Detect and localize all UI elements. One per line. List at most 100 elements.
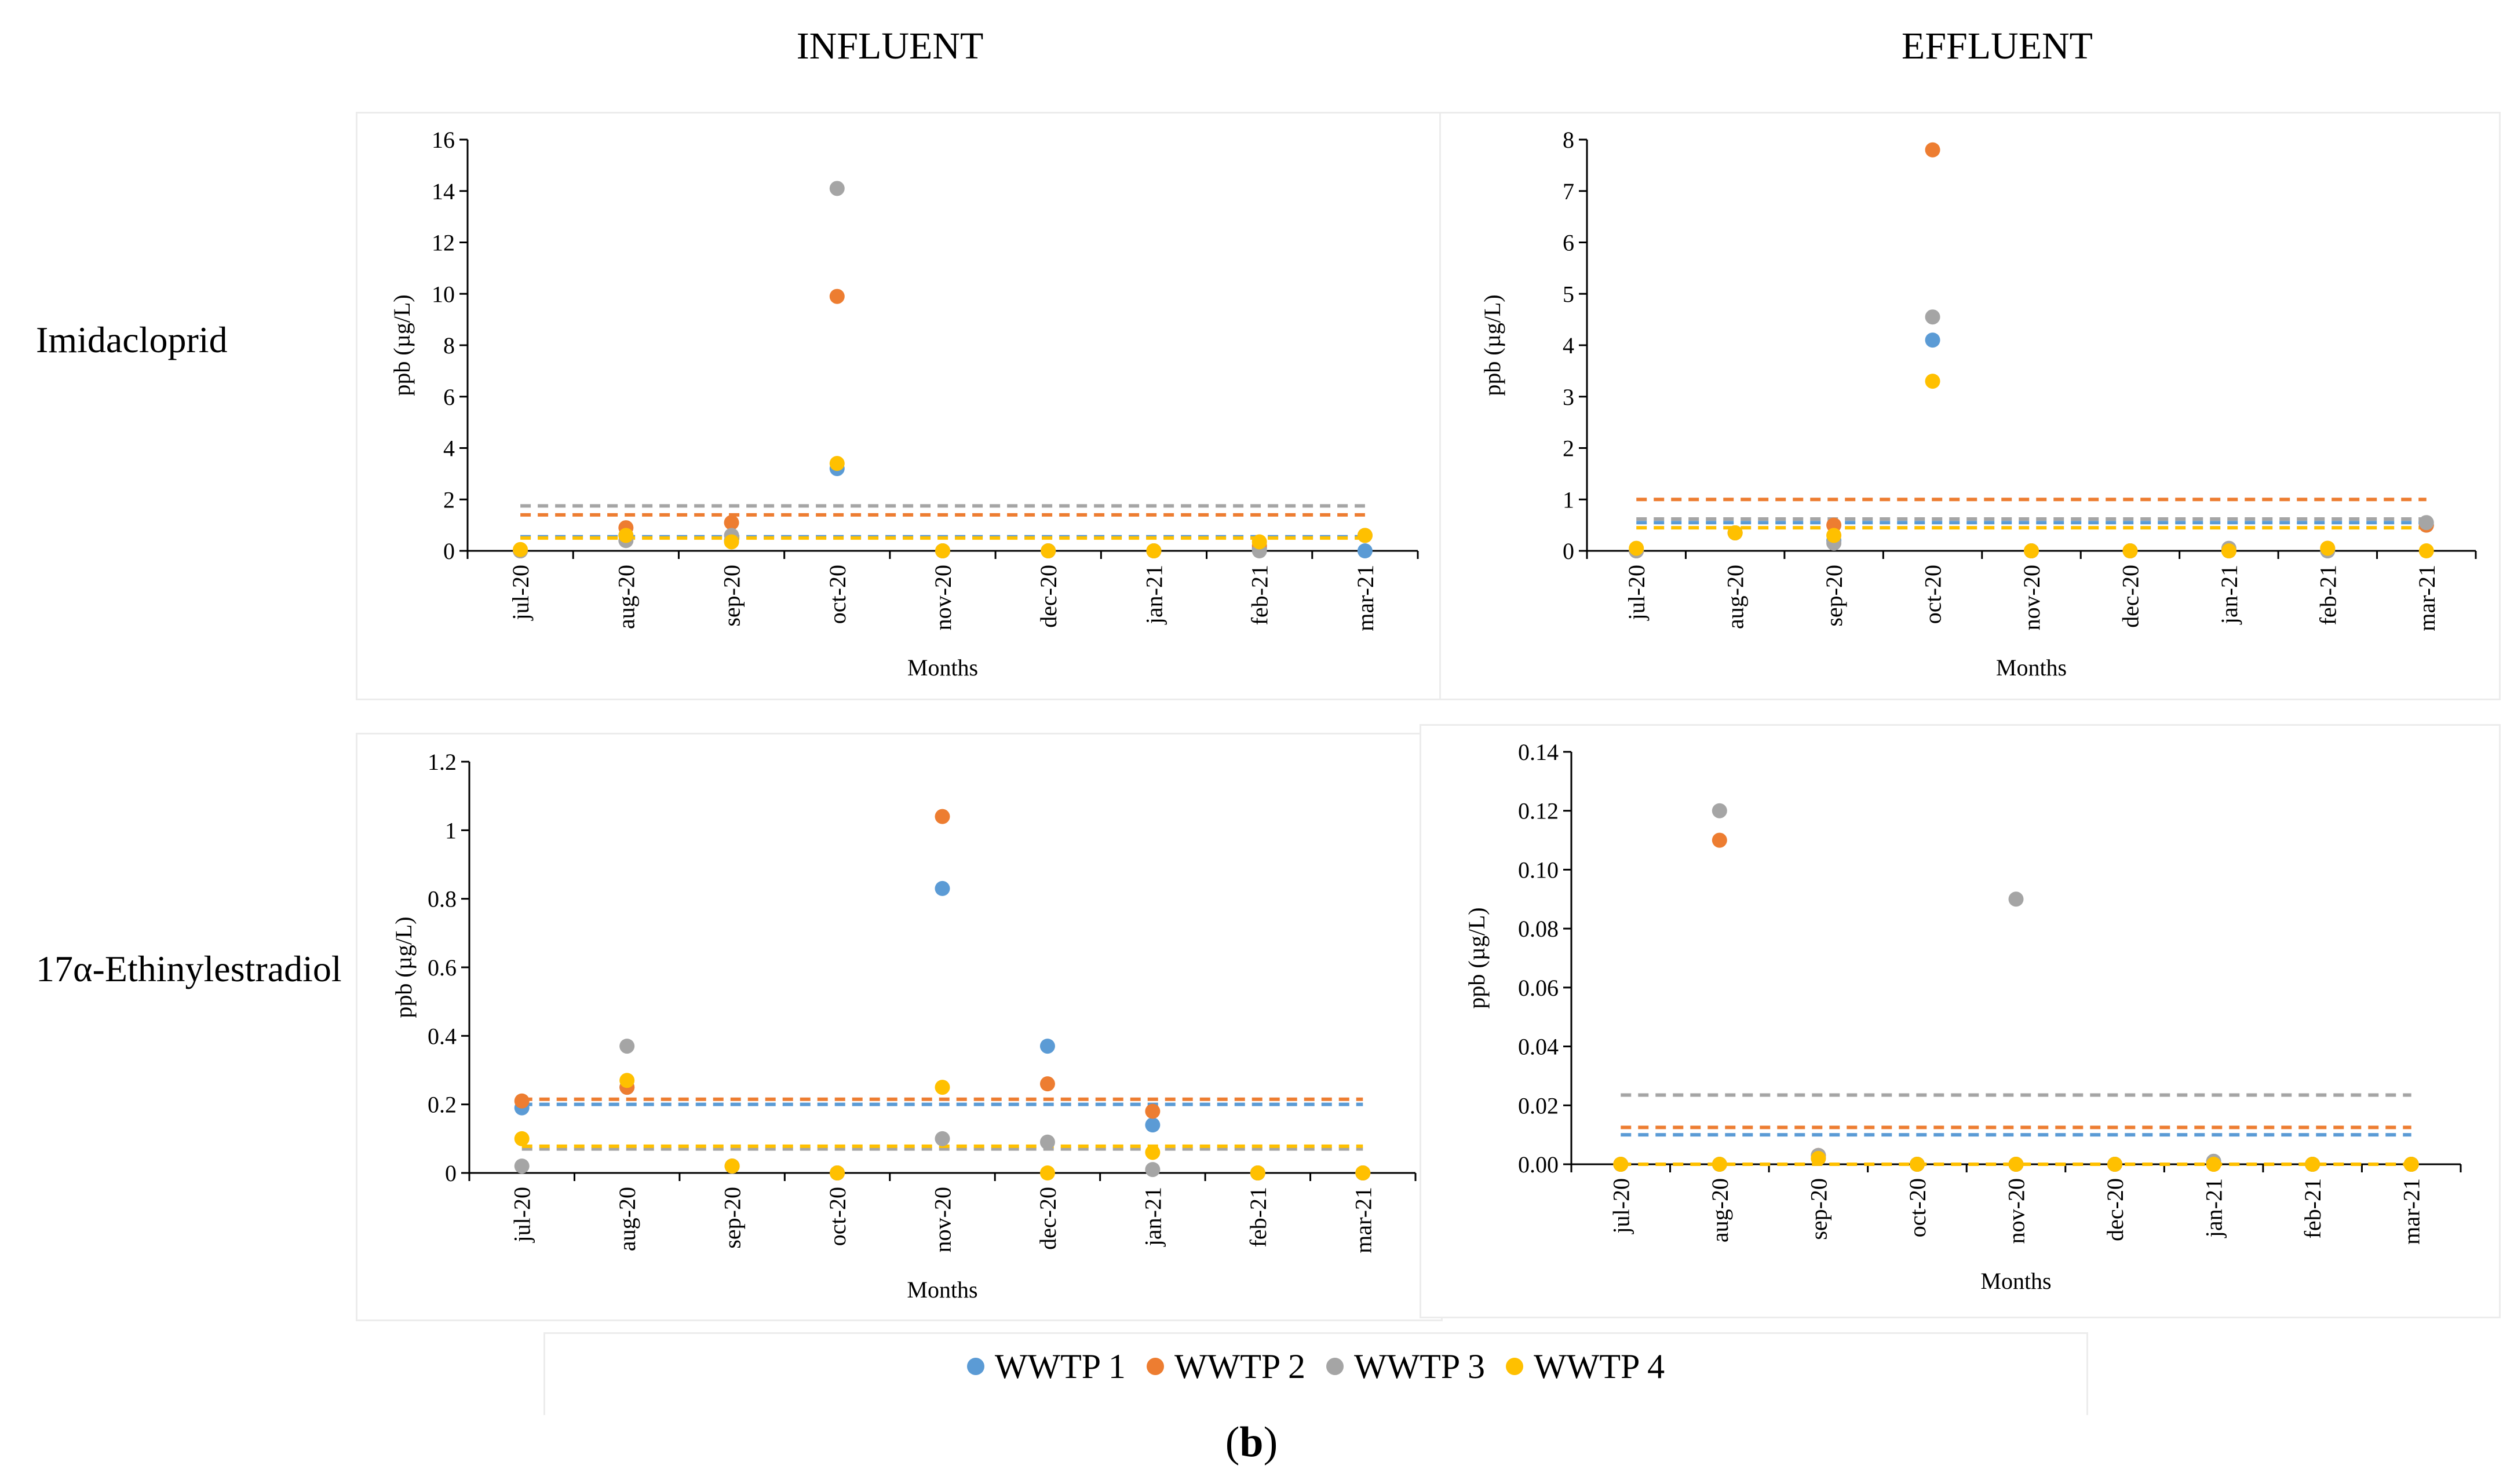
data-point-wwtp-4: [1252, 534, 1267, 550]
chart-panel-imidacloprid-effluent: 0 1 2 3 4 5 6 7 8 jul-20 aug-20 sep-20 oct-20 nov-20 d…: [1439, 112, 2501, 700]
legend-marker: [1326, 1358, 1344, 1376]
y-tick-label: 5: [1563, 281, 1574, 307]
y-tick-label: 0.02: [1518, 1092, 1559, 1119]
data-point-wwtp-4: [2024, 543, 2039, 558]
data-point-wwtp-4: [1039, 1165, 1055, 1180]
y-tick-label: 0: [1563, 538, 1574, 564]
y-tick-label: 16: [432, 127, 455, 153]
legend-marker: [1506, 1358, 1524, 1376]
y-tick-label: 0.04: [1518, 1034, 1559, 1060]
x-tick-label: aug-20: [614, 1187, 640, 1251]
figure-label-open: (: [1225, 1419, 1240, 1466]
x-tick-label: mar-21: [2414, 565, 2440, 631]
legend-item-wwtp-1: WWTP 1: [966, 1347, 1126, 1387]
data-point-wwtp-3: [2418, 515, 2434, 531]
data-point-wwtp-3: [829, 181, 845, 196]
x-tick-label: jul-20: [1608, 1178, 1634, 1235]
legend-label: WWTP 4: [1534, 1347, 1665, 1386]
x-tick-label: dec-20: [1035, 565, 1061, 628]
y-tick-label: 3: [1563, 384, 1574, 410]
data-point-wwtp-4: [1712, 1157, 1727, 1172]
x-tick-label: dec-20: [2102, 1178, 2128, 1241]
data-point-wwtp-3: [2008, 891, 2024, 907]
y-tick-label: 0.00: [1518, 1152, 1559, 1178]
data-point-wwtp-3: [935, 1131, 950, 1146]
data-point-wwtp-4: [2008, 1157, 2024, 1172]
data-point-wwtp-3: [514, 1158, 530, 1174]
data-point-wwtp-2: [829, 288, 845, 304]
data-point-wwtp-2: [1145, 1103, 1161, 1119]
y-tick-label: 2: [1563, 436, 1574, 462]
data-point-wwtp-2: [514, 1093, 530, 1109]
data-point-wwtp-2: [1712, 832, 1727, 848]
x-axis-label: Months: [907, 655, 978, 681]
legend-marker: [1146, 1358, 1164, 1376]
data-point-wwtp-3: [1145, 1162, 1161, 1178]
y-tick-label: 1: [1563, 487, 1574, 513]
data-point-wwtp-2: [1925, 142, 1940, 158]
y-tick-label: 1.2: [428, 749, 457, 775]
legend-item-wwtp-2: WWTP 2: [1146, 1347, 1305, 1387]
data-point-wwtp-4: [1925, 374, 1940, 389]
y-tick-label: 6: [443, 384, 455, 410]
y-tick-label: 0.14: [1518, 739, 1559, 765]
y-axis-label: ppb (µg/L): [389, 294, 415, 396]
y-tick-label: 10: [432, 281, 455, 307]
x-tick-label: sep-20: [1821, 565, 1847, 627]
y-tick-label: 0: [443, 538, 455, 564]
data-point-wwtp-4: [2122, 543, 2138, 558]
y-tick-label: 8: [1563, 127, 1574, 153]
data-point-wwtp-4: [1613, 1157, 1629, 1172]
x-tick-label: sep-20: [719, 565, 745, 627]
y-axis-label: ppb (µg/L): [1464, 907, 1490, 1008]
data-point-wwtp-4: [724, 1158, 740, 1174]
y-tick-label: 0: [445, 1160, 457, 1186]
y-tick-label: 0.2: [428, 1092, 457, 1118]
imidacloprid-label: Imidacloprid: [36, 319, 228, 360]
data-point-wwtp-2: [935, 809, 950, 824]
chart-panel-ethinylestradiol-influent: 0 0.2 0.4 0.6 0.8 1 1.2 jul-20 aug-20 sep-20 oct-2…: [356, 733, 1443, 1321]
x-tick-label: jul-20: [1623, 565, 1650, 622]
y-axis-label: ppb (µg/L): [391, 916, 417, 1018]
legend-items: WWTP 1 WWTP 2 WWTP 3 WWTP 4: [545, 1347, 2086, 1387]
y-tick-label: 0.08: [1518, 916, 1559, 942]
chart-ethinylestradiol-influent: 0 0.2 0.4 0.6 0.8 1 1.2 jul-20 aug-20 sep-20 oct-2…: [391, 749, 1417, 1303]
data-point-wwtp-4: [1909, 1157, 1925, 1172]
chart-panel-ethinylestradiol-effluent: 0.00 0.02 0.04 0.06 0.08 0.10 0.12 0.14 jul-20 au…: [1420, 724, 2501, 1318]
data-point-wwtp-4: [2221, 543, 2236, 558]
data-point-wwtp-4: [935, 543, 950, 558]
x-tick-label: nov-20: [2019, 565, 2045, 630]
x-tick-label: oct-20: [824, 565, 851, 624]
legend-item-wwtp-3: WWTP 3: [1326, 1347, 1485, 1387]
y-tick-label: 0.10: [1518, 857, 1559, 883]
x-tick-label: sep-20: [1805, 1178, 1831, 1240]
data-point-wwtp-4: [1250, 1165, 1265, 1180]
figure-label-close: ): [1263, 1419, 1278, 1466]
x-tick-label: jan-21: [1140, 1187, 1166, 1247]
data-point-wwtp-4: [1811, 1150, 1826, 1166]
data-point-wwtp-4: [829, 456, 845, 471]
x-axis-label: Months: [1996, 655, 2067, 681]
y-tick-label: 4: [443, 436, 455, 462]
data-point-wwtp-4: [1355, 1165, 1371, 1180]
data-point-wwtp-2: [724, 515, 739, 531]
data-point-wwtp-1: [935, 880, 950, 896]
data-point-wwtp-4: [2305, 1157, 2320, 1172]
legend-label: WWTP 2: [1174, 1347, 1305, 1386]
x-tick-label: feb-21: [2315, 565, 2341, 625]
legend-label: WWTP 3: [1354, 1347, 1486, 1386]
x-tick-label: jul-20: [508, 565, 534, 622]
data-point-wwtp-3: [1712, 803, 1727, 818]
chart-ethinylestradiol-effluent: 0.00 0.02 0.04 0.06 0.08 0.10 0.12 0.14 jul-20 au…: [1464, 739, 2462, 1294]
data-point-wwtp-2: [1039, 1076, 1055, 1092]
x-tick-label: feb-21: [1245, 1187, 1271, 1247]
data-point-wwtp-4: [2320, 540, 2336, 556]
data-point-wwtp-4: [1146, 543, 1162, 558]
influent-title: INFLUENT: [796, 25, 984, 67]
y-tick-label: 6: [1563, 230, 1574, 256]
x-tick-label: oct-20: [1920, 565, 1946, 624]
y-tick-label: 12: [432, 230, 455, 256]
x-tick-label: mar-21: [1352, 565, 1378, 631]
x-tick-label: nov-20: [930, 1187, 956, 1252]
legend-item-wwtp-4: WWTP 4: [1506, 1347, 1665, 1387]
